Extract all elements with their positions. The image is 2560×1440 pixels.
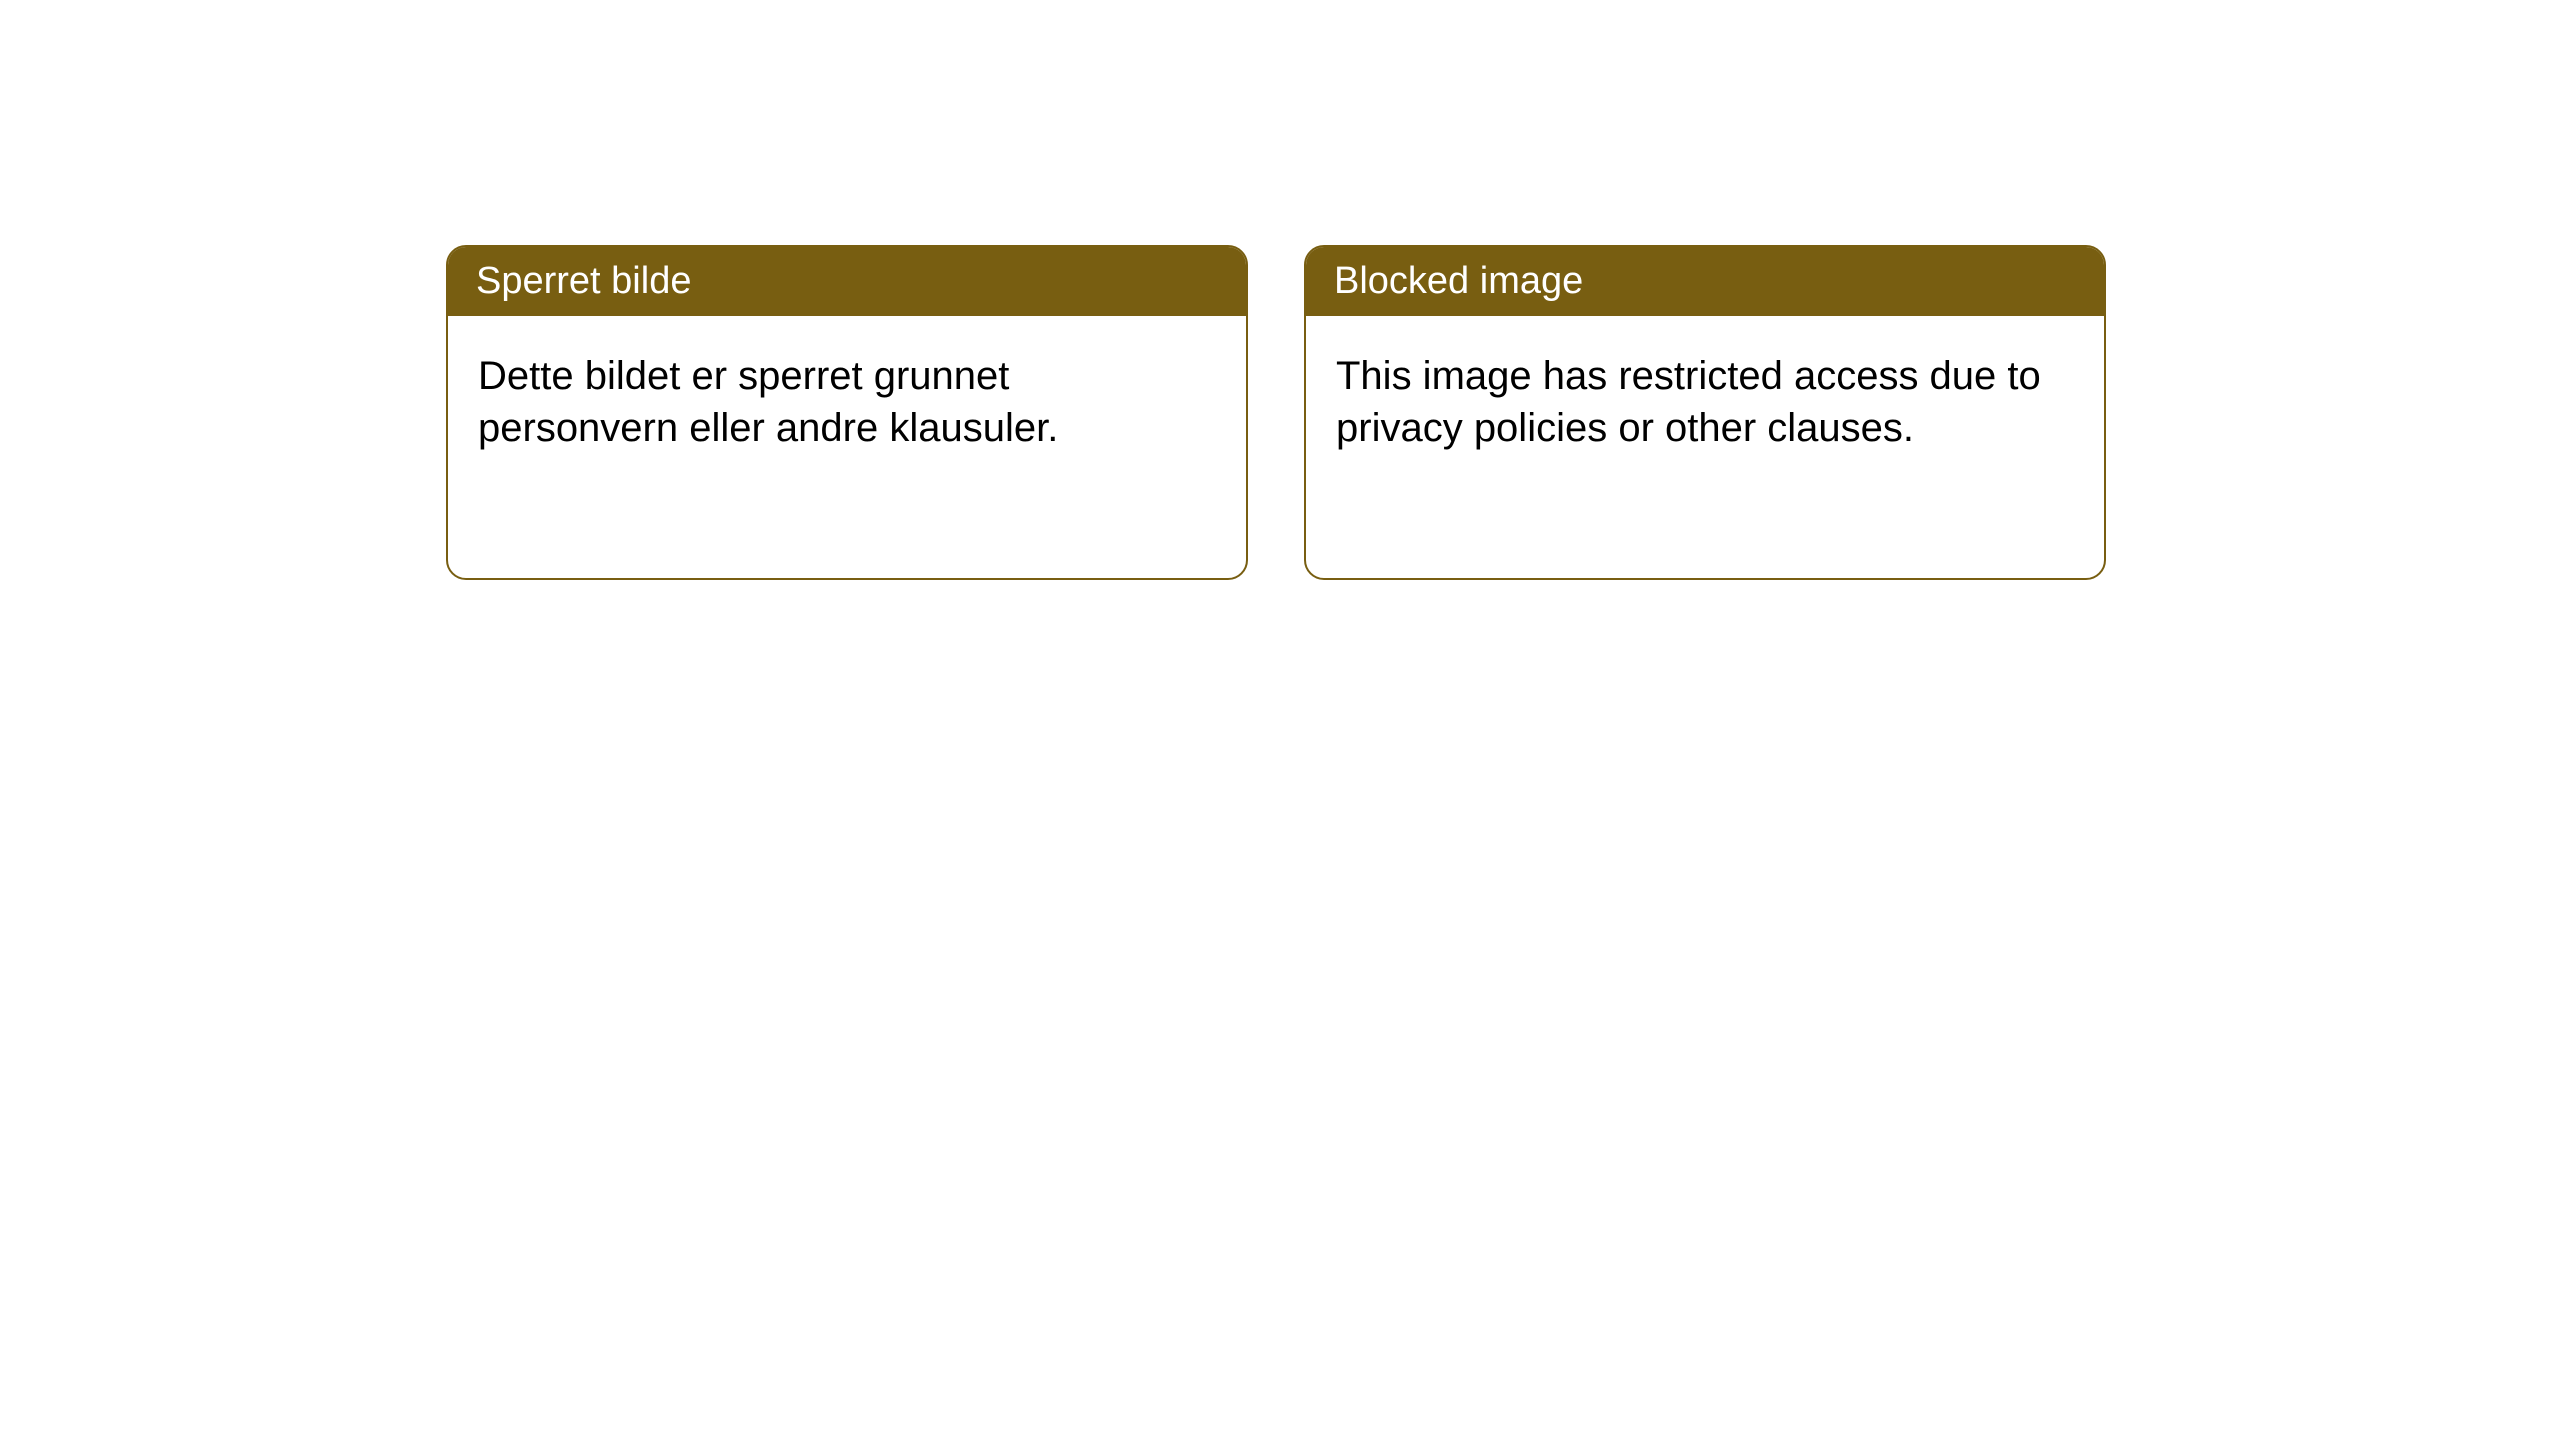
notice-body-english: This image has restricted access due to … (1306, 316, 2104, 488)
notice-container: Sperret bilde Dette bildet er sperret gr… (0, 0, 2560, 580)
notice-body-norwegian: Dette bildet er sperret grunnet personve… (448, 316, 1246, 488)
notice-header-norwegian: Sperret bilde (448, 247, 1246, 316)
notice-box-norwegian: Sperret bilde Dette bildet er sperret gr… (446, 245, 1248, 580)
notice-header-english: Blocked image (1306, 247, 2104, 316)
notice-box-english: Blocked image This image has restricted … (1304, 245, 2106, 580)
